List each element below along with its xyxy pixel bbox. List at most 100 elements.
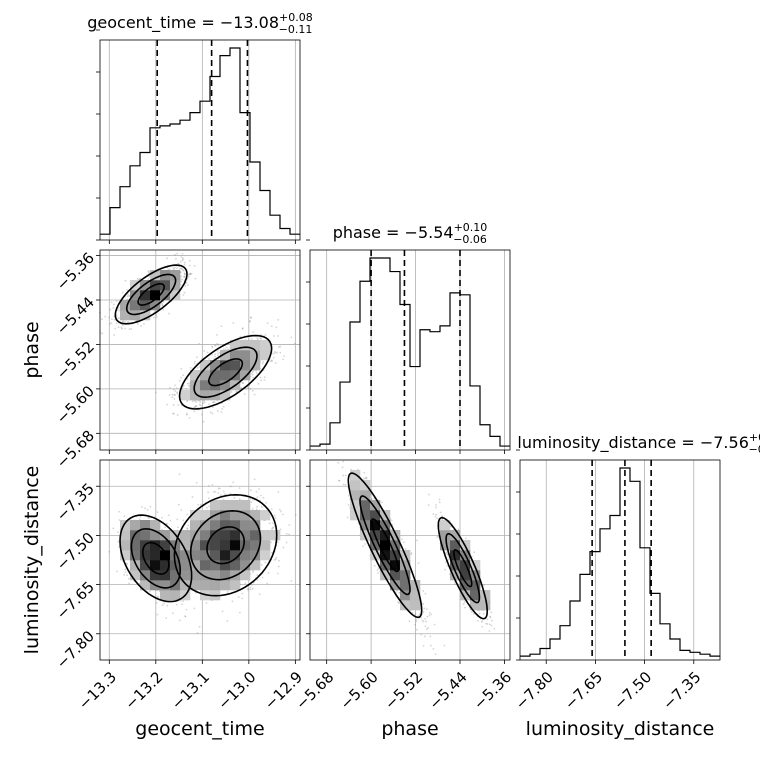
sample-point xyxy=(426,615,429,618)
sample-point xyxy=(120,326,123,329)
sample-point xyxy=(242,382,245,385)
sample-point xyxy=(239,335,242,338)
sample-point xyxy=(173,398,176,400)
sample-point xyxy=(211,353,214,356)
sample-point xyxy=(255,372,258,374)
sample-point xyxy=(249,320,251,323)
sample-point xyxy=(227,348,229,351)
sample-point xyxy=(404,547,407,550)
sample-point xyxy=(166,257,169,260)
density-cell xyxy=(240,500,251,511)
sample-point xyxy=(238,611,241,614)
sample-point xyxy=(249,387,252,390)
sample-point xyxy=(203,401,206,404)
sample-point xyxy=(208,484,210,487)
density-cell xyxy=(250,530,261,541)
sample-point xyxy=(208,403,210,406)
sample-point xyxy=(180,256,183,258)
sample-point xyxy=(270,508,273,511)
sample-point xyxy=(247,387,250,390)
sample-point xyxy=(139,516,142,518)
sample-point xyxy=(172,612,174,615)
sample-point xyxy=(276,351,278,354)
sample-point xyxy=(240,387,242,390)
sample-point xyxy=(154,310,157,312)
sample-point xyxy=(187,384,190,387)
density-cell xyxy=(140,550,151,561)
sample-point xyxy=(156,511,159,514)
sample-point xyxy=(114,327,117,330)
density-cell xyxy=(200,560,211,571)
sample-point xyxy=(280,510,282,513)
sample-point xyxy=(115,314,118,317)
sample-point xyxy=(238,487,241,490)
sample-point xyxy=(180,376,182,379)
sample-point xyxy=(101,318,103,321)
sample-point xyxy=(241,381,244,384)
sample-point xyxy=(141,505,143,508)
sample-point xyxy=(149,505,152,508)
sample-point xyxy=(229,485,232,488)
sample-point xyxy=(181,259,184,262)
sample-point xyxy=(186,513,189,516)
density-cell xyxy=(140,530,151,541)
sample-point xyxy=(283,355,285,357)
sample-point xyxy=(278,508,281,511)
sample-point xyxy=(185,281,188,284)
sample-point xyxy=(251,373,254,376)
sample-point xyxy=(155,314,157,316)
sample-point xyxy=(174,384,176,387)
sample-point xyxy=(266,322,269,324)
sample-point xyxy=(117,326,120,329)
sample-point xyxy=(422,611,425,613)
sample-point xyxy=(183,276,186,278)
sample-point xyxy=(230,391,233,393)
density-cell xyxy=(230,530,241,541)
sample-point xyxy=(240,387,243,390)
sample-point xyxy=(249,588,252,591)
sample-point xyxy=(282,546,285,549)
sample-point xyxy=(191,496,194,498)
sample-point xyxy=(121,324,124,327)
sample-point xyxy=(124,327,127,330)
sample-point xyxy=(207,491,209,494)
density-cell xyxy=(260,340,271,351)
sample-point xyxy=(181,252,184,255)
sample-point xyxy=(108,550,111,553)
sample-point xyxy=(265,501,267,504)
density-cell xyxy=(230,360,241,371)
density-cell xyxy=(160,580,171,591)
sample-point xyxy=(144,507,146,510)
sample-point xyxy=(127,577,130,580)
sample-point xyxy=(148,271,151,273)
sample-point xyxy=(251,508,254,510)
sample-point xyxy=(187,273,190,276)
density-cell xyxy=(260,550,271,561)
sample-point xyxy=(189,264,191,267)
sample-point xyxy=(264,333,267,336)
sample-point xyxy=(274,362,277,364)
sample-point xyxy=(263,376,266,379)
sample-point xyxy=(244,582,247,585)
sample-point xyxy=(342,483,345,486)
sample-point xyxy=(429,635,432,638)
sample-point xyxy=(216,342,219,345)
sample-point xyxy=(256,574,259,577)
sample-point xyxy=(205,506,208,509)
sample-point xyxy=(208,505,211,508)
sample-point xyxy=(180,280,183,283)
sample-point xyxy=(147,270,150,272)
sample-point xyxy=(274,352,276,354)
sample-point xyxy=(285,541,288,544)
sample-point xyxy=(207,357,210,360)
sample-point xyxy=(155,316,158,318)
density-cell xyxy=(240,350,251,361)
sample-point xyxy=(259,376,262,379)
density-cell xyxy=(220,500,231,511)
sample-point xyxy=(241,327,244,330)
density-cell xyxy=(210,540,221,551)
sample-point xyxy=(172,412,174,415)
sample-point xyxy=(173,393,176,396)
sample-point xyxy=(104,315,107,318)
sample-point xyxy=(178,473,181,476)
